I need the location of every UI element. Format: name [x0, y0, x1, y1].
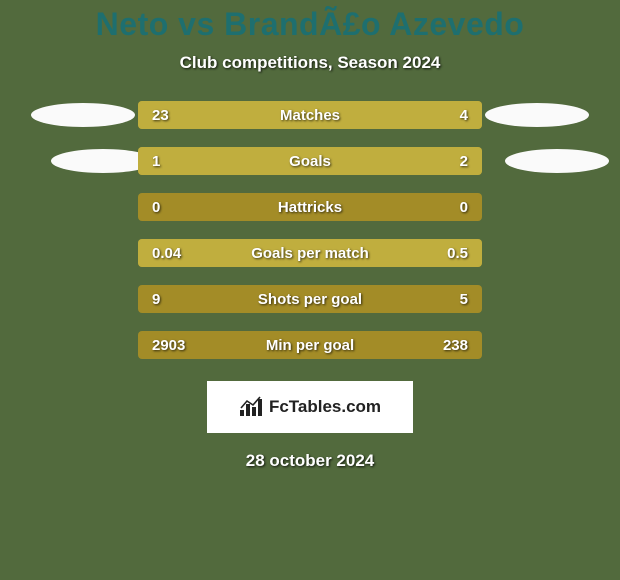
metric-row: 2903Min per goal238: [28, 331, 592, 359]
metric-label: Shots per goal: [138, 291, 482, 308]
value-right: 2: [460, 153, 482, 170]
player-left-marker: [28, 147, 138, 175]
value-left: 0: [138, 199, 160, 216]
value-right: 238: [443, 337, 482, 354]
player-right-marker: [482, 193, 592, 221]
value-right: 4: [460, 107, 482, 124]
bars-icon: [239, 396, 263, 418]
metric-bar: 9Shots per goal5: [138, 285, 482, 313]
bar-fill-right: [166, 239, 482, 267]
value-left: 23: [138, 107, 169, 124]
player-right-marker: [482, 147, 592, 175]
metric-row: 23Matches4: [28, 101, 592, 129]
player-left-marker: [28, 193, 138, 221]
bar-fill-right: [252, 147, 482, 175]
metric-row: 0.04Goals per match0.5: [28, 239, 592, 267]
metric-bar: 23Matches4: [138, 101, 482, 129]
comparison-card: Neto vs BrandÃ£o Azevedo Club competitio…: [0, 0, 620, 580]
metric-bar: 2903Min per goal238: [138, 331, 482, 359]
metric-label: Min per goal: [138, 337, 482, 354]
ellipse-icon: [485, 103, 589, 127]
player-right-marker: [482, 101, 592, 129]
fctables-logo: FcTables.com: [207, 381, 413, 433]
player-right-marker: [482, 285, 592, 313]
ellipse-icon: [505, 149, 609, 173]
player-right-marker: [482, 331, 592, 359]
ellipse-icon: [31, 103, 135, 127]
metric-label: Hattricks: [138, 199, 482, 216]
value-right: 0: [460, 199, 482, 216]
date-label: 28 october 2024: [246, 451, 375, 471]
player-left-marker: [28, 331, 138, 359]
value-right: 0.5: [447, 245, 482, 262]
player-left-marker: [28, 285, 138, 313]
metric-row: 0Hattricks0: [28, 193, 592, 221]
value-left: 0.04: [138, 245, 181, 262]
player-left-marker: [28, 239, 138, 267]
player-left-marker: [28, 101, 138, 129]
metric-bar: 0.04Goals per match0.5: [138, 239, 482, 267]
value-left: 9: [138, 291, 160, 308]
player-right-marker: [482, 239, 592, 267]
metric-bar: 1Goals2: [138, 147, 482, 175]
logo-text: FcTables.com: [269, 397, 381, 417]
page-title: Neto vs BrandÃ£o Azevedo: [96, 6, 525, 43]
value-left: 1: [138, 153, 160, 170]
value-left: 2903: [138, 337, 185, 354]
bar-fill-left: [138, 101, 430, 129]
metric-bar: 0Hattricks0: [138, 193, 482, 221]
value-right: 5: [460, 291, 482, 308]
metric-row: 1Goals2: [28, 147, 592, 175]
subtitle: Club competitions, Season 2024: [180, 53, 441, 73]
metrics-list: 23Matches4 1Goals2 0Hattricks0 0.04Goals pe…: [28, 101, 592, 377]
metric-row: 9Shots per goal5: [28, 285, 592, 313]
